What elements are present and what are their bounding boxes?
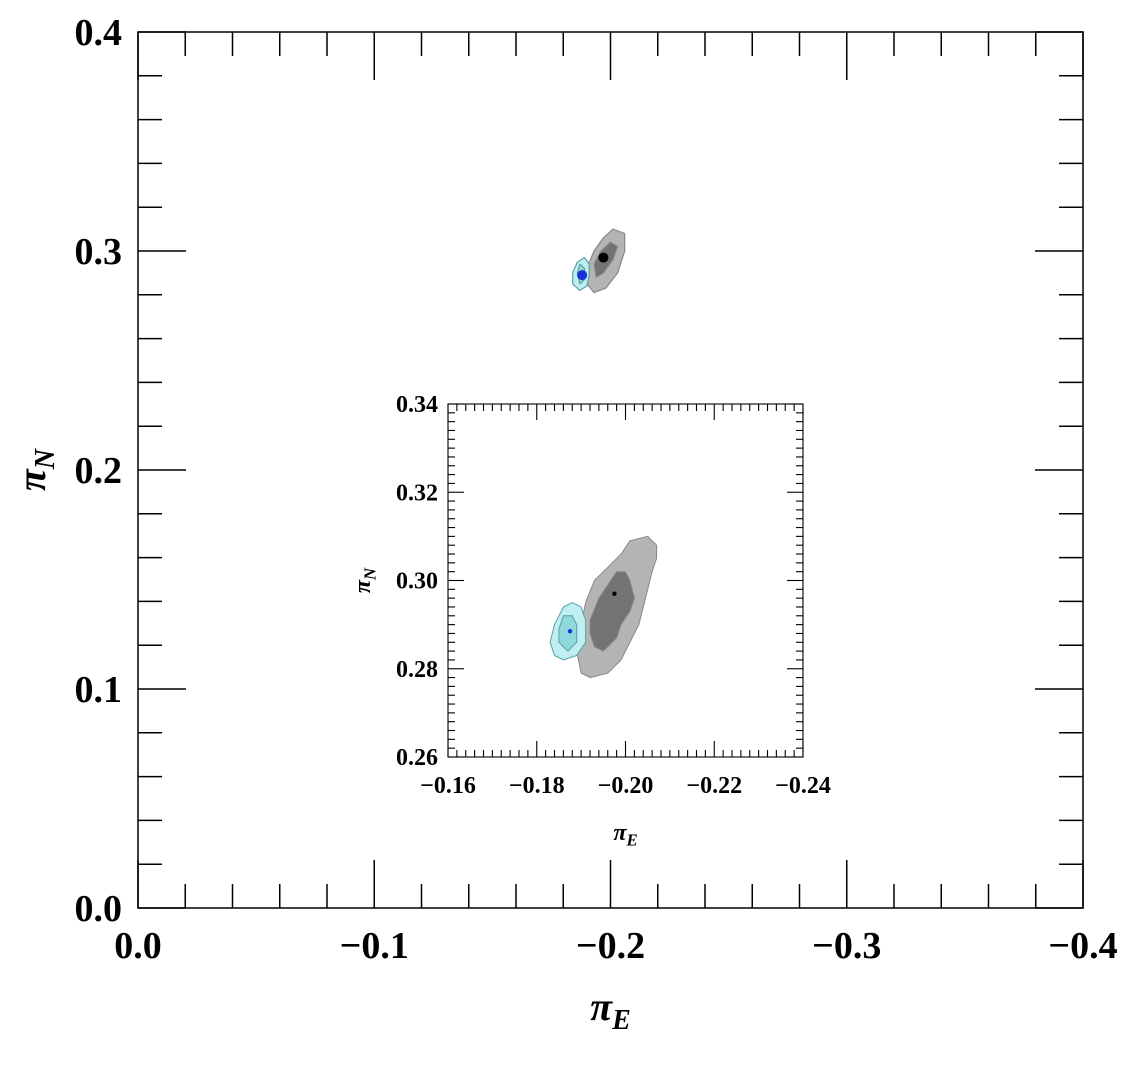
inset-ticks <box>447 403 804 758</box>
inset-x-tick-label: −0.22 <box>686 773 742 799</box>
inset-y-tick-label: 0.26 <box>396 745 438 771</box>
main-best-fit-point <box>598 252 609 263</box>
inset-contour-inner <box>589 571 635 652</box>
main-ticks <box>137 31 1084 909</box>
inset-best-fit-point <box>612 591 617 596</box>
inset-x-tick-label: −0.16 <box>420 773 476 799</box>
inset-y-axis-label: πN <box>350 567 379 593</box>
main-y-axis-label: πN <box>9 447 61 491</box>
inset-plot: −0.16 −0.18 −0.20 −0.22 −0.24 0.26 0.28 0.30 0.3… <box>350 392 831 849</box>
inset-x-axis-label: πE <box>613 820 637 849</box>
inset-series-0 <box>576 535 658 679</box>
inset-series-1 <box>549 602 587 661</box>
main-y-tick-label: 0.2 <box>75 450 123 492</box>
main-y-tick-label: 0.4 <box>75 12 123 54</box>
main-x-tick-label: −0.2 <box>576 925 645 967</box>
main-y-tick-label: 0.0 <box>75 888 123 930</box>
main-x-tick-label: −0.3 <box>812 925 881 967</box>
main-best-fit-point <box>577 270 588 281</box>
main-y-tick-label: 0.1 <box>75 669 123 711</box>
inset-best-fit-point <box>567 629 573 634</box>
main-x-tick-label: 0.0 <box>114 925 162 967</box>
main-plot: 0.0 −0.1 −0.2 −0.3 −0.4 0.0 0.1 0.2 0.3 0.4 πE πN <box>9 12 1118 1036</box>
main-y-tick-label: 0.3 <box>75 231 123 273</box>
inset-y-tick-label: 0.28 <box>396 657 438 683</box>
inset-y-tick-label: 0.34 <box>396 392 438 418</box>
inset-x-tick-label: −0.18 <box>509 773 565 799</box>
main-x-tick-label: −0.1 <box>340 925 409 967</box>
main-x-axis-label: πE <box>590 984 631 1036</box>
inset-x-tick-label: −0.24 <box>775 773 831 799</box>
inset-contour-inner <box>558 615 578 652</box>
main-x-tick-label: −0.4 <box>1048 925 1117 967</box>
main-series-0 <box>586 228 626 294</box>
inset-x-tick-label: −0.20 <box>598 773 654 799</box>
inset-y-tick-label: 0.32 <box>396 480 438 506</box>
main-series-1 <box>572 257 590 291</box>
inset-y-tick-label: 0.30 <box>396 569 438 595</box>
